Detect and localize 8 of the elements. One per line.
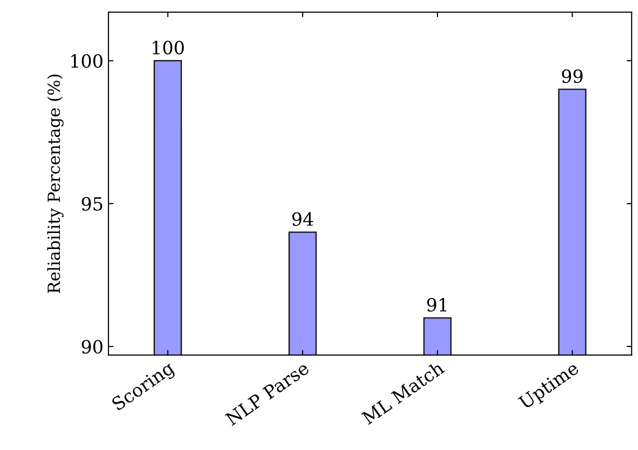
y-tick-label: 90: [82, 340, 102, 354]
y-tick-label: 95: [82, 197, 102, 211]
data-label: 100: [152, 40, 184, 54]
data-label: 91: [427, 298, 446, 312]
y-axis-title: Reliability Percentage (%): [47, 74, 64, 293]
data-label: 99: [562, 69, 583, 84]
y-tick-label: 100: [71, 54, 102, 68]
data-label: 94: [292, 212, 314, 226]
